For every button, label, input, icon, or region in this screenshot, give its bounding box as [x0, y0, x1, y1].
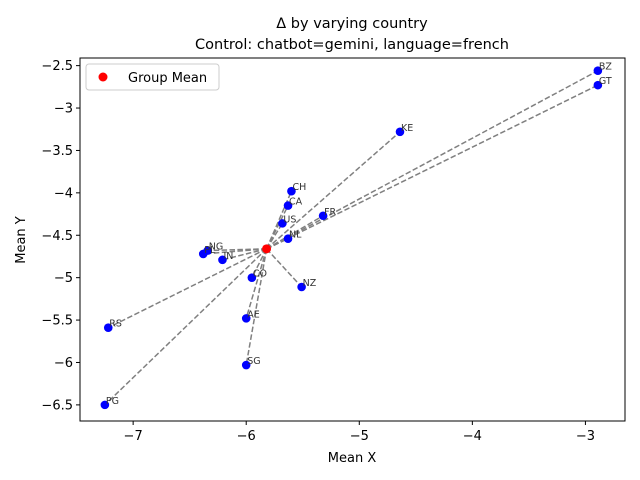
data-point-us	[278, 219, 287, 228]
point-label-ae: AE	[247, 309, 260, 320]
x-tick-label: −5	[350, 429, 369, 444]
connector-line-rs	[107, 248, 267, 329]
legend-box	[85, 63, 220, 91]
point-label-sg: SG	[247, 356, 260, 367]
chart-title: Δ by varying country	[276, 16, 428, 32]
y-tick-label: −2.5	[41, 59, 73, 74]
y-axis-label: Mean Y	[14, 216, 29, 264]
x-axis-label: Mean X	[328, 451, 377, 466]
connector-line-us	[265, 222, 284, 250]
y-tick-label: −6.5	[41, 398, 73, 413]
x-tick-label: −4	[463, 429, 482, 444]
point-label-gt: GT	[599, 76, 612, 87]
y-tick-label: −5	[54, 271, 73, 286]
data-point-ae	[241, 314, 251, 323]
y-tick-label: −5.5	[41, 314, 73, 329]
data-point-pl	[198, 249, 208, 259]
chart-subtitle: Control: chatbot=gemini, language=french	[195, 37, 509, 53]
data-point-ch	[287, 186, 296, 196]
connector-lines	[104, 70, 599, 406]
data-point-bz	[593, 66, 603, 76]
y-tick-label: −4.5	[41, 229, 73, 244]
point-label-co: CO	[253, 269, 267, 280]
legend: Group Mean	[85, 63, 220, 91]
plot-area-frame	[79, 57, 626, 422]
data-point-in	[218, 255, 227, 265]
data-point-ca	[283, 201, 293, 210]
data-point-rs	[103, 323, 113, 333]
data-point-ke	[395, 127, 405, 137]
point-label-in: IN	[223, 251, 233, 262]
connector-line-bz	[266, 70, 599, 250]
y-tick-label: −3.5	[41, 144, 73, 159]
connector-line-ca	[265, 205, 289, 250]
data-point-nz	[297, 282, 306, 292]
connector-line-ke	[266, 131, 401, 250]
data-point-co	[247, 273, 257, 282]
data-points	[100, 66, 603, 410]
connector-line-co	[251, 248, 268, 279]
x-tick-label: −3	[576, 429, 595, 444]
data-point-fr	[318, 211, 328, 221]
point-label-ca: CA	[289, 197, 303, 208]
chart-title-group: Δ by varying country Control: chatbot=ge…	[195, 16, 509, 53]
data-point-pg	[100, 400, 110, 410]
y-tick-label: −6	[54, 356, 73, 371]
connector-line-nz	[266, 248, 303, 288]
connector-line-pg	[104, 248, 268, 406]
point-label-pl: PL	[204, 245, 216, 256]
x-tick-label: −6	[237, 429, 256, 444]
point-label-bz: BZ	[599, 62, 613, 73]
point-label-ch: CH	[292, 182, 306, 193]
x-tick-label: −7	[124, 429, 143, 444]
y-tick-label: −4	[54, 186, 73, 201]
point-label-us: US	[283, 214, 296, 225]
point-label-pg: PG	[106, 396, 119, 407]
y-tick-label: −3	[54, 102, 73, 117]
y-axis-ticks: −6.5 −6 −5.5 −5 −4.5 −4 −3.5 −3 −2.5	[41, 59, 80, 413]
connector-line-fr	[266, 215, 324, 250]
group-mean-point	[262, 244, 272, 254]
point-label-rs: RS	[109, 319, 122, 330]
legend-group-mean-label: Group Mean	[128, 71, 207, 86]
x-axis-ticks: −7 −6 −5 −4 −3	[124, 421, 595, 444]
point-label-ng: NG	[209, 242, 223, 253]
connector-line-sg	[245, 248, 268, 366]
connector-line-gt	[266, 84, 599, 250]
point-label-nz: NZ	[303, 278, 317, 289]
point-label-nl: NL	[289, 230, 302, 241]
data-point-nl	[283, 234, 293, 243]
legend-group-mean-marker	[98, 72, 108, 82]
data-point-gt	[593, 80, 603, 90]
connector-line-pl	[203, 248, 267, 255]
point-label-fr: FR	[324, 207, 336, 218]
data-point-sg	[241, 360, 251, 370]
point-label-ke: KE	[401, 123, 413, 134]
connector-line-ae	[245, 248, 268, 319]
